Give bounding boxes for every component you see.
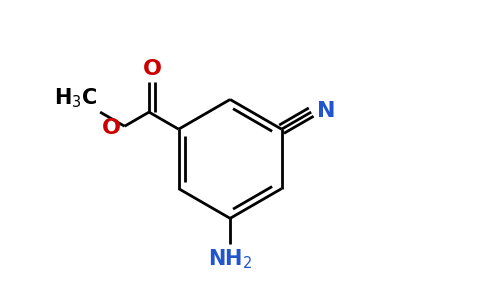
Text: O: O xyxy=(142,58,162,79)
Text: N: N xyxy=(317,100,335,121)
Text: NH$_2$: NH$_2$ xyxy=(208,247,252,271)
Text: O: O xyxy=(102,118,121,138)
Text: H$_3$C: H$_3$C xyxy=(54,86,98,110)
